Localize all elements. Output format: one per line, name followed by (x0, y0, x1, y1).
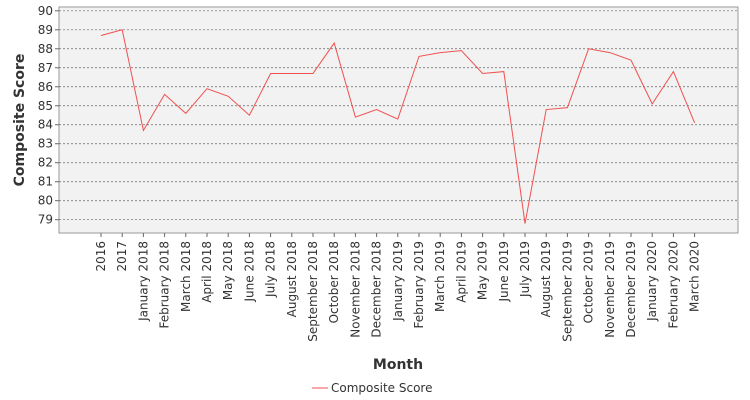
y-tick-label: 89 (38, 23, 53, 37)
x-tick-label: January 2019 (391, 241, 405, 322)
y-tick-label: 82 (38, 156, 53, 170)
y-axis-title: Composite Score (12, 54, 28, 187)
x-tick-label: July 2018 (264, 241, 278, 298)
x-tick-label: 2016 (94, 241, 108, 272)
x-tick-label: 2017 (115, 241, 129, 272)
x-tick-label: February 2019 (412, 241, 426, 329)
x-tick-label: March 2020 (688, 241, 702, 312)
x-tick-label: February 2020 (666, 241, 680, 329)
y-tick-label: 86 (38, 80, 53, 94)
y-tick-label: 80 (38, 194, 53, 208)
x-tick-label: September 2018 (306, 241, 320, 342)
x-tick-label: July 2019 (518, 241, 532, 298)
x-tick-label: April 2018 (200, 241, 214, 303)
x-tick-label: June 2018 (242, 241, 256, 303)
x-tick-label: November 2019 (603, 241, 617, 338)
x-tick-label: June 2019 (497, 241, 511, 303)
y-tick-label: 81 (38, 175, 53, 189)
legend-label: Composite Score (331, 381, 432, 395)
x-tick-label: May 2018 (221, 241, 235, 300)
y-tick-label: 85 (38, 99, 53, 113)
y-tick-label: 90 (38, 4, 53, 18)
x-tick-label: April 2019 (454, 241, 468, 303)
x-tick-label: August 2018 (285, 241, 299, 317)
plot-area (58, 6, 739, 234)
x-tick-label: December 2018 (370, 241, 384, 338)
x-tick-label: January 2020 (645, 241, 659, 322)
y-tick-label: 88 (38, 42, 53, 56)
y-tick-label: 84 (38, 118, 53, 132)
x-tick-label: March 2019 (433, 241, 447, 312)
x-tick-label: December 2019 (624, 241, 638, 338)
x-tick-label: January 2018 (136, 241, 150, 322)
x-tick-label: October 2018 (327, 241, 341, 323)
x-tick-label: March 2018 (179, 241, 193, 312)
x-axis-title: Month (373, 357, 423, 373)
y-tick-label: 79 (38, 213, 53, 227)
x-tick-label: October 2019 (582, 241, 596, 323)
line (100, 29, 696, 224)
x-tick-label: November 2018 (348, 241, 362, 338)
x-tick-label: August 2019 (539, 241, 553, 317)
x-tick-label: February 2018 (158, 241, 172, 329)
y-tick-label: 87 (38, 61, 53, 75)
x-tick-label: September 2019 (560, 241, 574, 342)
x-tick-label: May 2019 (476, 241, 490, 300)
y-tick-label: 83 (38, 137, 53, 151)
